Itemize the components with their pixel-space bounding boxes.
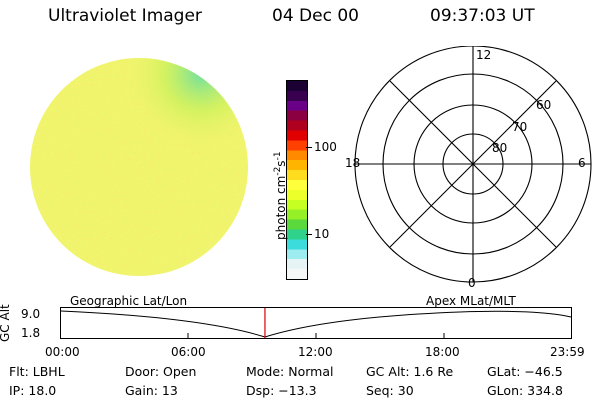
polar-diagonal-2 xyxy=(389,80,557,248)
gain-field: Gain: 13 xyxy=(125,383,178,398)
geographic-title: Geographic Lat/Lon xyxy=(70,294,188,308)
mlt-label-18: 18 xyxy=(345,156,361,170)
geo-latitude-field: GLat: −46.5 xyxy=(487,364,563,379)
altitude-curve xyxy=(60,310,572,338)
time-tick-1800: 18:00 xyxy=(425,345,460,359)
colorbar-label-10: 10 xyxy=(314,227,330,241)
door-field: Door: Open xyxy=(125,364,197,379)
time-tick-1200: 12:00 xyxy=(298,345,333,359)
altitude-axis-label: GC Alt xyxy=(0,304,12,342)
date-label: 04 Dec 00 xyxy=(272,6,359,26)
colorbar-tick-10 xyxy=(306,234,312,235)
disk-edge-glow xyxy=(30,58,248,276)
lat-label-70: 70 xyxy=(512,120,528,134)
ip-field: IP: 18.0 xyxy=(9,383,57,398)
sequence-field: Seq: 30 xyxy=(366,383,414,398)
mlt-label-12: 12 xyxy=(476,48,492,62)
colorbar-label-100: 100 xyxy=(314,140,337,154)
altitude-y-top: 9.0 xyxy=(21,307,41,321)
colorbar-tick-100 xyxy=(306,147,312,148)
lat-label-60: 60 xyxy=(536,98,552,112)
lat-label-80: 80 xyxy=(492,141,508,155)
colorbar-units: photon cm-2s-1 xyxy=(273,151,288,240)
geo-longitude-field: GLon: 334.8 xyxy=(487,383,563,398)
mlt-label-0: 0 xyxy=(468,276,476,290)
time-tick-0000: 00:00 xyxy=(45,345,80,359)
apex-title: Apex MLat/MLT xyxy=(426,294,516,308)
polar-grid xyxy=(354,46,592,283)
time-label: 09:37:03 UT xyxy=(430,6,535,26)
mlt-label-6: 6 xyxy=(578,156,586,170)
mode-field: Mode: Normal xyxy=(246,364,334,379)
gc-altitude-field: GC Alt: 1.6 Re xyxy=(366,364,454,379)
altitude-plot xyxy=(60,307,572,339)
color-scale-bar xyxy=(286,80,308,280)
instrument-title: Ultraviolet Imager xyxy=(48,6,202,26)
time-tick-2359: 23:59 xyxy=(550,345,585,359)
dsp-field: Dsp: −13.3 xyxy=(246,383,317,398)
altitude-y-bottom: 1.8 xyxy=(21,326,41,340)
time-tick-0600: 06:00 xyxy=(171,345,206,359)
uv-image-disk xyxy=(30,58,248,276)
filter-field: Flt: LBHL xyxy=(9,364,65,379)
